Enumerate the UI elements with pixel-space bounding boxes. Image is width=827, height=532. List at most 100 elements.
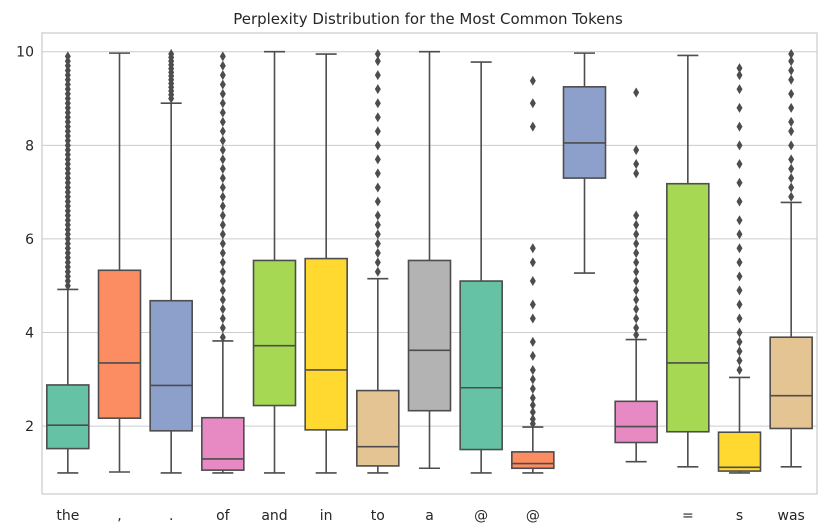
outlier-point xyxy=(219,276,226,287)
y-tick-label: 8 xyxy=(25,138,34,154)
plot-frame xyxy=(41,32,818,495)
box-,-1 xyxy=(97,52,142,473)
outlier-point xyxy=(219,107,226,118)
outlier-point xyxy=(736,299,743,310)
x-tick-label: = xyxy=(682,508,694,524)
outlier-point xyxy=(633,219,640,230)
outlier-point xyxy=(529,407,536,418)
outlier-point xyxy=(219,116,226,127)
outlier-point xyxy=(788,102,795,113)
box-unlabeled-10 xyxy=(562,52,607,274)
y-tick-label: 6 xyxy=(25,232,34,248)
outlier-point xyxy=(219,201,226,212)
box-iqr xyxy=(717,431,762,472)
x-tick-label: to xyxy=(371,508,385,524)
box-iqr xyxy=(46,384,90,450)
box-unlabeled-11 xyxy=(614,87,658,463)
outlier-point xyxy=(633,238,640,249)
outlier-point xyxy=(529,393,536,404)
outlier-point xyxy=(219,51,226,62)
box-and-4 xyxy=(252,50,297,474)
outlier-point xyxy=(219,266,226,277)
outlier-point xyxy=(736,285,743,296)
chart-title: Perplexity Distribution for the Most Com… xyxy=(233,10,623,28)
outlier-point xyxy=(529,364,536,375)
outlier-point xyxy=(633,266,640,277)
x-tick-label: a xyxy=(425,508,434,524)
outlier-point xyxy=(736,336,743,347)
outlier-point xyxy=(633,294,640,305)
outlier-point xyxy=(633,276,640,287)
outlier-point xyxy=(788,65,795,76)
outlier-point xyxy=(736,327,743,338)
outlier-point xyxy=(219,60,226,71)
outlier-point xyxy=(219,126,226,137)
box-to-6 xyxy=(356,49,400,474)
outlier-point xyxy=(788,49,795,60)
outlier-point xyxy=(219,322,226,333)
outlier-point xyxy=(788,154,795,165)
outlier-point xyxy=(788,126,795,137)
x-tick-label: , xyxy=(117,508,121,524)
outlier-point xyxy=(788,191,795,202)
outlier-point xyxy=(633,145,640,156)
box-of-3 xyxy=(201,51,245,474)
outlier-point xyxy=(788,163,795,174)
outlier-point xyxy=(736,84,743,95)
box-iqr xyxy=(356,389,400,467)
x-tick-label: s xyxy=(736,508,743,524)
outlier-point xyxy=(219,247,226,258)
x-tick-label: the xyxy=(56,508,79,524)
box-a-7 xyxy=(407,50,452,470)
outlier-point xyxy=(374,247,381,258)
outlier-point xyxy=(529,276,536,287)
outlier-point xyxy=(633,247,640,258)
outlier-point xyxy=(374,70,381,81)
y-axis-ticks: 2 4 6 8 10 xyxy=(16,45,34,435)
box-in-5 xyxy=(304,53,348,474)
outlier-point xyxy=(633,322,640,333)
outlier-point xyxy=(529,383,536,394)
outlier-point xyxy=(529,350,536,361)
outlier-point xyxy=(374,154,381,165)
outlier-point xyxy=(219,70,226,81)
outlier-point xyxy=(736,196,743,207)
outlier-point xyxy=(788,173,795,184)
outlier-point xyxy=(736,177,743,188)
box-iqr xyxy=(769,336,813,430)
outlier-point xyxy=(633,329,640,340)
outlier-point xyxy=(529,299,536,310)
outlier-point xyxy=(219,182,226,193)
outlier-point xyxy=(219,285,226,296)
outlier-point xyxy=(168,49,175,60)
x-tick-label: @ xyxy=(526,508,540,524)
outlier-point xyxy=(736,215,743,226)
outlier-point xyxy=(374,182,381,193)
outlier-point xyxy=(374,219,381,230)
y-tick-label: 2 xyxy=(25,419,34,435)
outlier-point xyxy=(736,140,743,151)
outlier-point xyxy=(374,49,381,60)
outlier-point xyxy=(736,313,743,324)
outlier-point xyxy=(374,56,381,67)
outlier-point xyxy=(374,266,381,277)
outlier-point xyxy=(219,257,226,268)
x-tick-label: @ xyxy=(474,508,488,524)
outlier-point xyxy=(219,191,226,202)
outlier-point xyxy=(736,257,743,268)
outlier-point xyxy=(633,168,640,179)
outlier-point xyxy=(736,355,743,366)
x-axis-ticks: the,. of and in to a @ @ = s was xyxy=(56,508,804,524)
x-tick-label: of xyxy=(216,508,231,524)
box-s-13 xyxy=(717,63,762,474)
box-iqr xyxy=(407,259,452,412)
outlier-point xyxy=(374,112,381,123)
outlier-point xyxy=(633,229,640,240)
box-iqr xyxy=(666,182,710,433)
outlier-point xyxy=(736,364,743,375)
outlier-point xyxy=(219,154,226,165)
box-.-2 xyxy=(149,49,193,474)
outlier-point xyxy=(374,140,381,151)
outlier-point xyxy=(529,257,536,268)
